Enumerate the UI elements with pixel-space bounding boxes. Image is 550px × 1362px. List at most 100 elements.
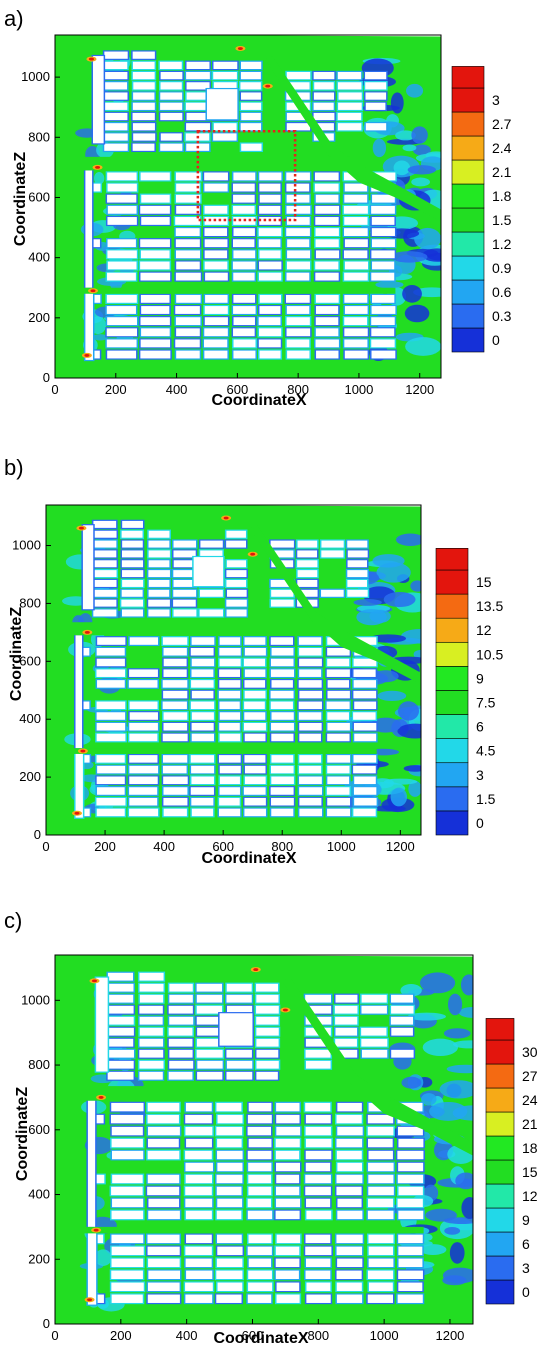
legend-label: 4.5 <box>476 743 496 759</box>
y-tick-label: 400 <box>28 250 50 265</box>
building <box>163 722 188 731</box>
building <box>175 228 200 236</box>
axes-frame <box>54 954 474 1325</box>
building <box>344 194 368 203</box>
legend-label: 9 <box>522 1212 530 1228</box>
building <box>353 658 377 667</box>
building <box>335 994 358 1003</box>
building <box>259 250 281 259</box>
building <box>226 540 247 548</box>
building <box>248 1258 272 1268</box>
building <box>191 776 214 785</box>
building <box>233 350 256 359</box>
building <box>335 1038 357 1047</box>
building <box>298 637 322 645</box>
building <box>186 123 210 131</box>
building <box>287 239 310 248</box>
building <box>299 690 323 699</box>
building <box>106 339 137 348</box>
building <box>139 972 164 981</box>
building <box>233 205 255 214</box>
building <box>176 294 201 303</box>
building <box>314 183 339 192</box>
building <box>213 72 237 80</box>
building <box>327 690 350 699</box>
building <box>371 205 395 214</box>
legend-label: 9 <box>476 670 484 686</box>
building <box>97 765 126 774</box>
building <box>259 172 282 181</box>
building <box>299 776 322 785</box>
building <box>96 787 125 795</box>
building <box>286 82 310 90</box>
building <box>241 143 262 151</box>
building <box>353 765 376 774</box>
building <box>107 217 137 225</box>
building <box>219 787 240 795</box>
x-tick-label: 600 <box>227 382 249 397</box>
building <box>240 61 262 69</box>
building <box>327 776 350 785</box>
building <box>299 722 322 731</box>
building <box>244 765 266 774</box>
building <box>93 599 117 607</box>
building <box>162 680 188 688</box>
building <box>217 1282 243 1291</box>
building <box>163 776 188 785</box>
building <box>129 808 159 817</box>
building <box>147 1246 180 1256</box>
building <box>344 328 368 337</box>
building <box>244 808 266 817</box>
building <box>96 797 126 806</box>
building <box>160 82 182 90</box>
building <box>361 994 387 1003</box>
building <box>270 658 294 667</box>
building <box>82 525 94 610</box>
legend-swatch <box>451 183 485 209</box>
building <box>175 172 201 181</box>
building <box>336 1150 362 1160</box>
building <box>321 550 344 558</box>
building <box>133 133 156 141</box>
building <box>148 570 170 578</box>
building <box>371 350 396 359</box>
building <box>108 994 134 1003</box>
building <box>139 1016 163 1025</box>
building <box>271 722 294 731</box>
x-axis-title-c: CoordinateX <box>213 1330 309 1347</box>
building <box>139 1071 163 1080</box>
building <box>219 648 241 656</box>
building <box>121 560 144 568</box>
building <box>344 261 369 270</box>
building <box>132 51 155 59</box>
legend-swatch <box>485 1231 515 1257</box>
building <box>232 261 256 270</box>
building <box>173 599 196 607</box>
building <box>186 72 210 80</box>
building <box>233 339 256 348</box>
building <box>169 1016 194 1025</box>
building <box>141 217 170 225</box>
building <box>204 183 228 192</box>
building <box>139 1027 163 1036</box>
building <box>129 776 158 785</box>
building <box>111 1138 143 1148</box>
building <box>75 751 83 818</box>
building <box>314 172 339 181</box>
building <box>163 787 188 795</box>
building <box>398 1126 423 1136</box>
y-tick-label: 400 <box>19 711 41 726</box>
building <box>97 637 126 645</box>
legend-swatch <box>451 207 485 233</box>
building <box>398 1270 423 1280</box>
building <box>367 1270 394 1280</box>
building <box>87 1100 96 1227</box>
building <box>244 669 266 677</box>
building <box>93 609 117 617</box>
building <box>111 1246 144 1256</box>
x-tick-label: 1200 <box>386 839 415 854</box>
building <box>233 272 255 281</box>
building <box>139 994 164 1003</box>
y-tick-label: 1000 <box>21 69 50 84</box>
contour-plot-b: 0 200 400 600 800 1000 1200 0 200 400 600 800 1000 0 1… <box>12 504 503 854</box>
